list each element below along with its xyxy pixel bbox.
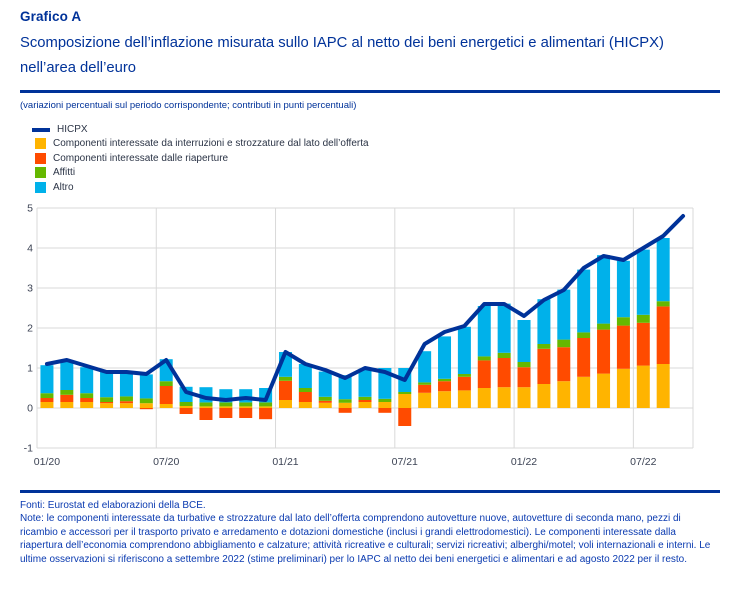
chart-legend: HICPX Componenti interessate da interruz…: [20, 122, 720, 195]
svg-text:3: 3: [27, 282, 33, 294]
chart-footer: Fonti: Eurostat ed elaborazioni della BC…: [20, 499, 720, 567]
header-rule: [20, 90, 720, 93]
other-swatch-icon: [35, 181, 46, 193]
reopening-swatch-icon: [35, 152, 46, 164]
legend-label: Affitti: [53, 167, 76, 179]
stacked-bar-line-chart: -1 0 1 2 3 4 5 01/20 07/20 01/21 07/21 01/22 07/22: [24, 202, 694, 468]
svg-text:07/21: 07/21: [392, 456, 418, 468]
legend-item-affitti: Affitti: [20, 166, 720, 181]
legend-label: Componenti interessate da interruzioni e…: [53, 138, 369, 150]
svg-text:5: 5: [27, 202, 33, 214]
hicpx-line-swatch-icon: [32, 127, 50, 132]
legend-label: Altro: [53, 181, 74, 193]
chart-subtitle: (variazioni percentuali sul periodo corr…: [20, 100, 357, 111]
rents-swatch-icon: [35, 167, 46, 179]
svg-text:07/20: 07/20: [153, 456, 179, 468]
legend-label: HICPX: [57, 123, 88, 135]
svg-text:01/20: 01/20: [34, 456, 60, 468]
legend-item-offerta: Componenti interessate da interruzioni e…: [20, 137, 720, 152]
note-text: Note: le componenti interessate da turba…: [20, 513, 711, 565]
legend-item-hicpx: HICPX: [20, 122, 720, 137]
supply-swatch-icon: [35, 138, 46, 150]
page-title: Scomposizione dell’inflazione misurata s…: [20, 35, 664, 76]
chart: -1 0 1 2 3 4 5 01/20 07/20 01/21 07/21 01/22 07/22: [20, 200, 720, 483]
svg-text:01/21: 01/21: [272, 456, 298, 468]
legend-label: Componenti interessate dalle riaperture: [53, 152, 229, 164]
svg-text:4: 4: [27, 242, 33, 254]
svg-text:1: 1: [27, 362, 33, 374]
svg-text:-1: -1: [24, 442, 33, 454]
svg-text:2: 2: [27, 322, 33, 334]
svg-text:0: 0: [27, 402, 33, 414]
footer-rule: [20, 489, 720, 493]
legend-item-altro: Altro: [20, 180, 720, 195]
legend-item-riaperture: Componenti interessate dalle riaperture: [20, 151, 720, 166]
source-text: Fonti: Eurostat ed elaborazioni della BC…: [20, 499, 206, 511]
chart-label: Grafico A: [20, 9, 82, 24]
svg-text:07/22: 07/22: [630, 456, 656, 468]
svg-text:01/22: 01/22: [511, 456, 537, 468]
